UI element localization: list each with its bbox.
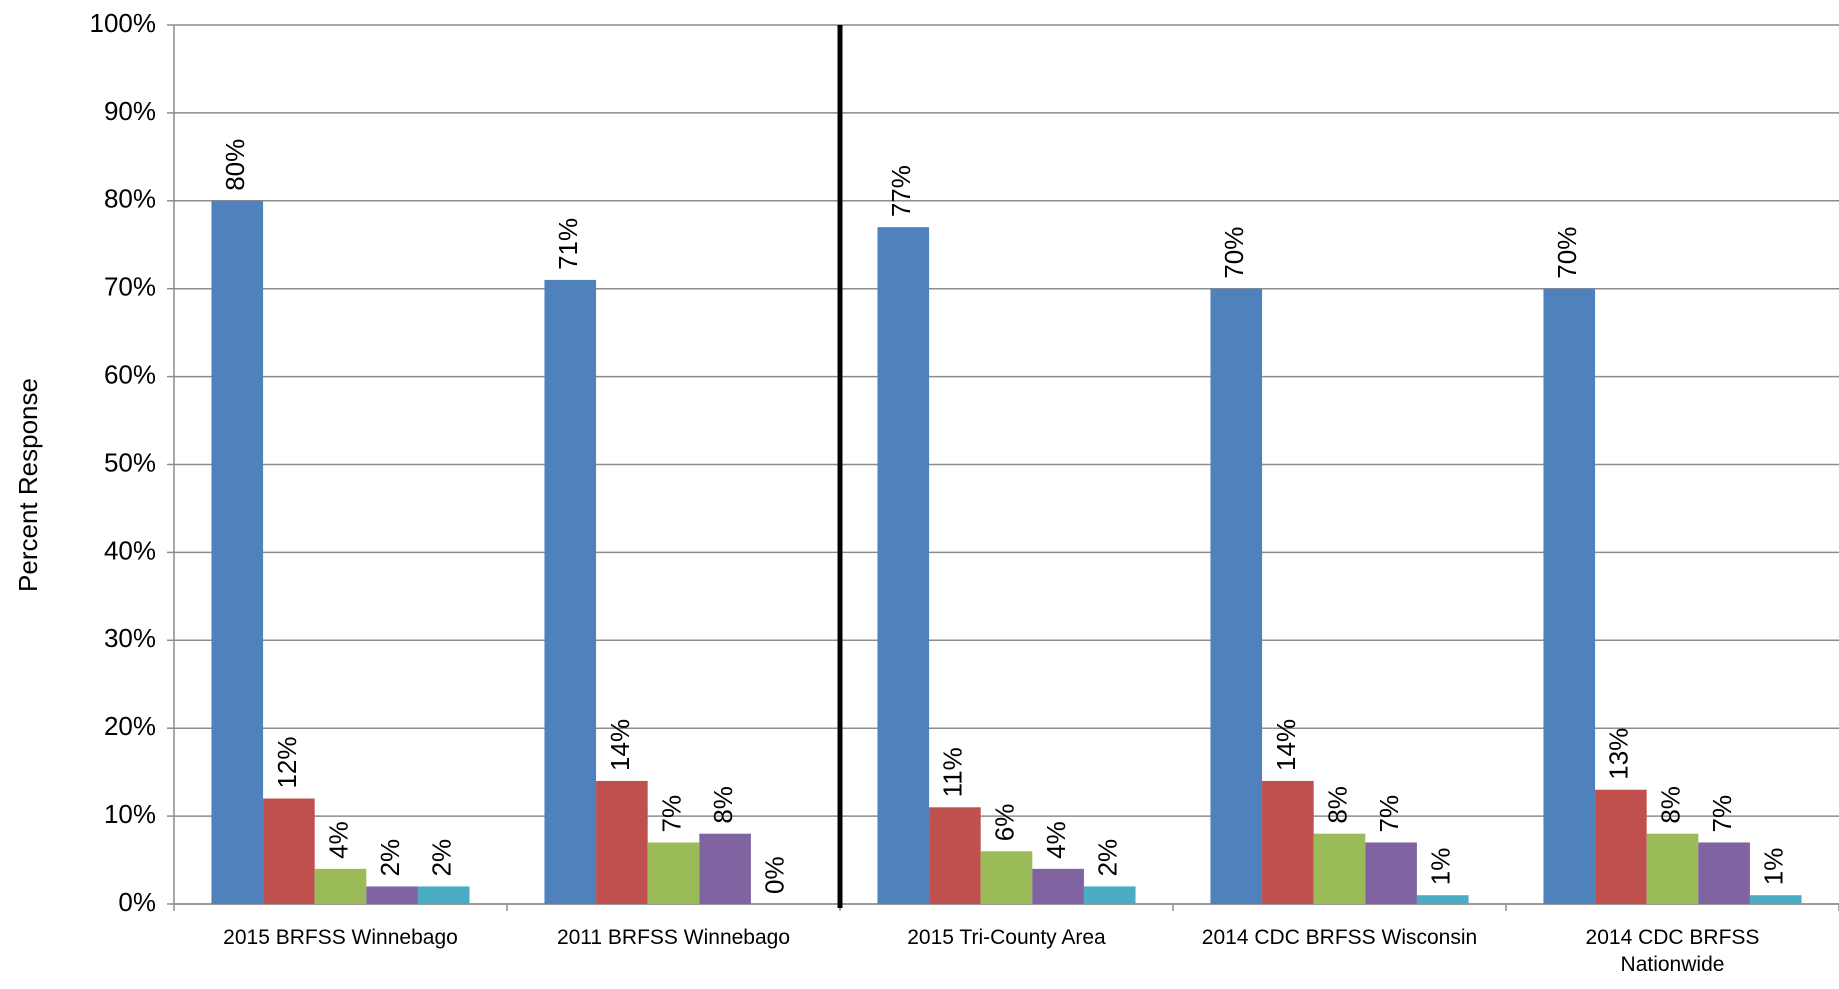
value-label: 8%: [708, 786, 738, 824]
value-label: 13%: [1604, 728, 1634, 780]
value-label: 14%: [1271, 719, 1301, 771]
value-label: 7%: [1374, 795, 1404, 833]
bar: [366, 886, 418, 904]
value-label: 11%: [938, 747, 968, 797]
value-label: 14%: [605, 719, 635, 771]
bar: [1083, 886, 1136, 904]
y-tick-label: 30%: [104, 623, 156, 653]
value-label: 8%: [1322, 786, 1352, 824]
value-label: 7%: [1707, 795, 1737, 833]
value-label: 71%: [553, 218, 583, 270]
value-label: 80%: [220, 139, 250, 191]
bar: [1416, 895, 1469, 904]
value-label: 4%: [1041, 821, 1071, 859]
value-label: 2%: [427, 839, 457, 877]
y-tick-label: 70%: [104, 272, 156, 302]
y-tick-label: 10%: [104, 799, 156, 829]
bar: [980, 851, 1033, 904]
bar: [417, 886, 470, 904]
bar: [929, 807, 981, 904]
y-tick-label: 60%: [104, 359, 156, 389]
x-tick-label: 2015 BRFSS Winnebago: [223, 926, 458, 949]
value-label: 7%: [656, 795, 686, 833]
y-tick-label: 90%: [104, 96, 156, 126]
bar: [1210, 288, 1263, 904]
bar: [1698, 842, 1750, 904]
bar: [314, 868, 367, 904]
y-tick-label: 80%: [104, 184, 156, 214]
bar: [211, 200, 264, 905]
y-tick-label: 100%: [90, 8, 157, 38]
bar: [699, 833, 751, 904]
x-tick-label: 2011 BRFSS Winnebago: [556, 926, 791, 949]
x-tick-label: 2014 CDC BRFSS Wisconsin: [1201, 926, 1478, 949]
value-label: 70%: [1552, 227, 1582, 279]
y-axis-label: Percent Response: [13, 378, 43, 592]
value-label: 0%: [760, 856, 790, 894]
bar: [263, 798, 315, 904]
x-tick-label: 2015 Tri-County Area: [907, 926, 1106, 949]
bar: [1262, 780, 1314, 904]
value-label: 12%: [272, 736, 302, 788]
bar: [1646, 833, 1699, 904]
value-label: 1%: [1426, 848, 1456, 886]
bar: [647, 842, 700, 904]
bar: [1543, 288, 1596, 904]
bar: [877, 227, 930, 905]
y-tick-label: 0%: [118, 887, 156, 917]
bar: [1032, 868, 1084, 904]
y-tick-label: 20%: [104, 711, 156, 741]
bar: [596, 780, 648, 904]
x-tick-label: 2014 CDC BRFSS Nationwide: [1585, 926, 1760, 976]
value-label: 2%: [1093, 839, 1123, 877]
y-tick-label: 40%: [104, 535, 156, 565]
value-label: 1%: [1759, 848, 1789, 886]
bar: [1595, 789, 1647, 904]
value-label: 2%: [375, 839, 405, 877]
y-tick-label: 50%: [104, 447, 156, 477]
value-label: 8%: [1655, 786, 1685, 824]
bar: [544, 279, 597, 904]
value-label: 77%: [886, 165, 916, 217]
value-label: 4%: [323, 821, 353, 859]
value-label: 70%: [1219, 227, 1249, 279]
bar: [1749, 895, 1802, 904]
value-label: 6%: [989, 804, 1019, 842]
bar: [1365, 842, 1417, 904]
bar: [1313, 833, 1366, 904]
